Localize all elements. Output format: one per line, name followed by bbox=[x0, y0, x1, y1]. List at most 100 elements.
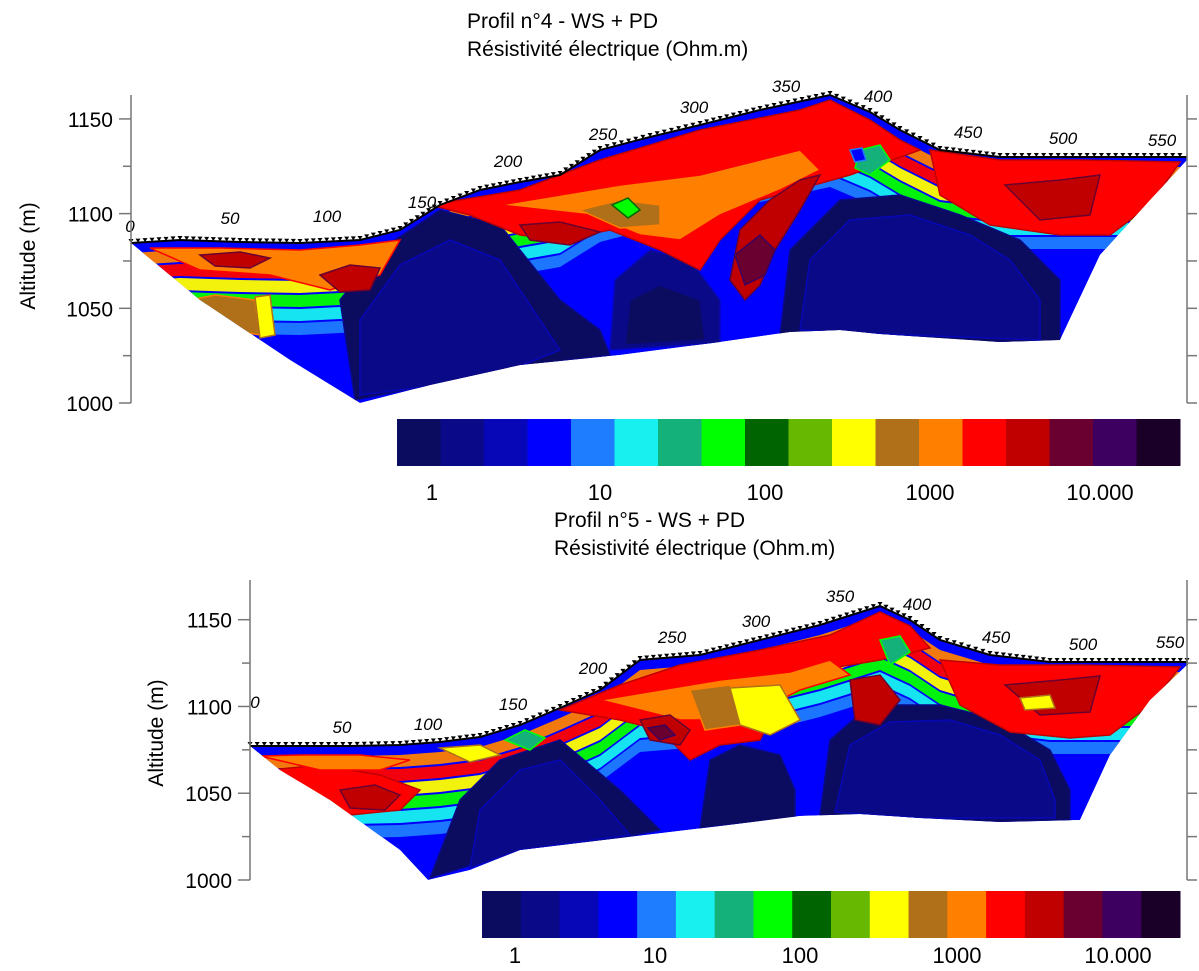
electrode-marker bbox=[1130, 658, 1136, 662]
electrode-marker bbox=[964, 149, 970, 154]
electrode-marker bbox=[626, 664, 632, 669]
electrode-marker bbox=[1027, 655, 1033, 660]
electrode-marker bbox=[304, 742, 310, 746]
resistivity-body bbox=[610, 197, 642, 219]
electrode-marker bbox=[670, 653, 676, 658]
electrode-marker bbox=[984, 151, 990, 156]
electrode-marker bbox=[717, 646, 723, 650]
electrode-marker bbox=[904, 129, 910, 134]
electrode-marker bbox=[384, 229, 390, 234]
electrode-marker bbox=[504, 725, 510, 729]
electrode-marker bbox=[1137, 658, 1143, 662]
electrode-marker bbox=[1047, 658, 1053, 662]
electrode-marker bbox=[563, 167, 569, 172]
electrode-marker bbox=[390, 741, 396, 746]
electrode-marker bbox=[530, 175, 536, 180]
electrode-marker bbox=[184, 236, 190, 241]
y-tick-label: 1150 bbox=[187, 610, 232, 633]
resistivity-body bbox=[577, 199, 661, 229]
electrode-marker bbox=[304, 238, 310, 243]
electrode-marker bbox=[650, 654, 656, 659]
electrode-marker bbox=[668, 127, 674, 132]
electrode-marker bbox=[844, 612, 850, 617]
resistivity-body bbox=[646, 724, 677, 741]
electrode-marker bbox=[390, 227, 396, 232]
distance-marker: 550 bbox=[1156, 633, 1185, 652]
electrode-marker bbox=[1096, 658, 1102, 662]
electrode-marker bbox=[591, 149, 597, 154]
electrode-marker bbox=[420, 211, 426, 216]
electrode-marker bbox=[1106, 153, 1112, 157]
electrode-marker bbox=[937, 146, 943, 150]
colorbar-swatch bbox=[559, 891, 599, 938]
electrode-marker bbox=[326, 742, 332, 746]
electrode-marker bbox=[879, 115, 885, 120]
electrode-marker bbox=[250, 238, 256, 243]
electrode-marker bbox=[580, 156, 586, 161]
colorbar-label: 100 bbox=[747, 480, 784, 505]
distance-marker: 150 bbox=[499, 695, 528, 714]
electrode-marker bbox=[785, 100, 791, 104]
electrode-marker bbox=[283, 742, 289, 746]
electrode-marker bbox=[257, 238, 263, 243]
electrode-marker bbox=[931, 632, 937, 636]
colorbar-label: 10.000 bbox=[1066, 480, 1133, 505]
electrode-marker bbox=[1113, 153, 1119, 157]
electrode-marker bbox=[177, 236, 183, 240]
electrode-marker bbox=[717, 116, 723, 120]
electrode-marker bbox=[677, 652, 683, 657]
electrode-marker bbox=[484, 184, 490, 189]
electrode-marker bbox=[574, 160, 580, 165]
colorbar-swatch bbox=[637, 891, 677, 938]
electrode-marker bbox=[397, 741, 403, 745]
colorbar-swatch bbox=[832, 419, 876, 466]
distance-marker: 250 bbox=[657, 628, 687, 647]
electrode-marker bbox=[1061, 658, 1067, 662]
colorbar-swatch bbox=[675, 891, 716, 938]
electrode-marker bbox=[1171, 658, 1177, 662]
electrode-marker bbox=[590, 689, 596, 693]
electrode-marker bbox=[318, 742, 324, 746]
electrode-marker bbox=[330, 237, 336, 242]
distance-marker: 300 bbox=[680, 98, 709, 117]
colorbar-swatch bbox=[397, 419, 441, 466]
electrode-marker bbox=[1068, 658, 1074, 662]
electrode-marker bbox=[1075, 658, 1081, 662]
electrode-marker bbox=[813, 94, 819, 98]
resistivity-body bbox=[469, 759, 632, 870]
colorbar-swatch bbox=[714, 891, 754, 938]
electrode-marker bbox=[730, 112, 736, 117]
resistivity-body bbox=[188, 294, 261, 336]
electrode-marker bbox=[1082, 658, 1088, 662]
electrode-marker bbox=[324, 237, 330, 242]
electrode-marker bbox=[1062, 153, 1068, 157]
electrode-marker bbox=[377, 231, 383, 235]
colorbar-swatch bbox=[1049, 419, 1094, 466]
colorbar-swatch bbox=[1006, 419, 1050, 466]
electrode-marker bbox=[704, 649, 710, 654]
resistivity-body bbox=[1018, 694, 1057, 711]
resistivity-body bbox=[318, 264, 382, 293]
electrode-marker bbox=[854, 102, 860, 107]
electrode-marker bbox=[444, 737, 450, 742]
electrode-marker bbox=[618, 140, 624, 145]
distance-marker: 0 bbox=[250, 693, 260, 712]
electrode-marker bbox=[1148, 153, 1154, 157]
distance-marker: 400 bbox=[864, 87, 893, 106]
electrode-marker bbox=[997, 153, 1003, 157]
colorbar-swatch bbox=[753, 891, 793, 938]
electrode-marker bbox=[970, 149, 976, 154]
electrode-marker bbox=[797, 626, 803, 630]
resistivity-body bbox=[734, 233, 776, 287]
y-tick-label: 1100 bbox=[68, 204, 113, 227]
y-tick-label: 1150 bbox=[68, 109, 113, 132]
electrode-marker bbox=[1040, 657, 1046, 662]
colorbar-swatch bbox=[908, 891, 948, 938]
electrode-marker bbox=[197, 236, 203, 241]
electrode-marker bbox=[840, 96, 846, 101]
electrode-marker bbox=[614, 673, 620, 678]
electrode-marker bbox=[966, 644, 972, 649]
resistivity-body bbox=[338, 784, 402, 811]
colorbar-swatch bbox=[1024, 891, 1065, 938]
